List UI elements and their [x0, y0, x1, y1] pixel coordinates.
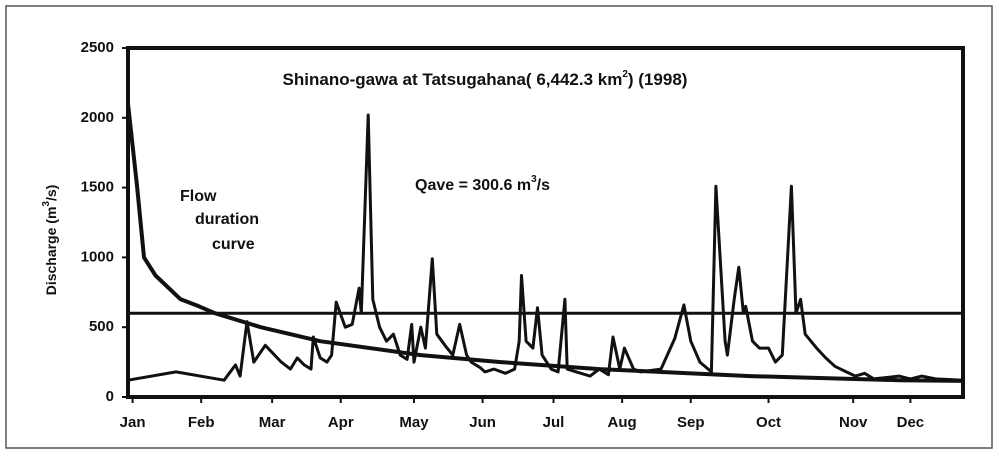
x-tick-label: Apr	[328, 414, 354, 431]
duration-annotation: Flow	[180, 188, 217, 205]
x-tick-label: Dec	[897, 414, 925, 431]
x-tick-label: Jun	[469, 414, 496, 431]
duration-annotation: duration	[195, 211, 259, 228]
y-axis-label: Discharge (m3/s)	[41, 185, 59, 296]
outer-border	[5, 5, 993, 449]
plot-frame	[126, 46, 965, 399]
qave-annotation: Qave = 300.6 m3/s	[415, 174, 550, 195]
duration-annotation: curve	[212, 236, 255, 253]
x-tick-label: May	[399, 414, 429, 431]
y-tick-label: 2000	[81, 109, 114, 126]
qave-sup: 3	[531, 174, 537, 185]
ylabel-text: Discharge (m	[43, 207, 59, 296]
y-tick-label: 500	[89, 318, 114, 335]
x-tick-label: Feb	[188, 414, 215, 431]
series-line	[127, 113, 964, 382]
title-text: ) (1998)	[628, 70, 688, 89]
x-tick-label: Nov	[839, 414, 868, 431]
qave-text: /s	[537, 177, 550, 194]
x-tick-label: Mar	[259, 414, 286, 431]
y-tick-label: 1000	[81, 248, 114, 265]
ylabel-sup: 3	[41, 201, 52, 207]
qave-text: Qave = 300.6 m	[415, 177, 531, 194]
x-tick-label: Jan	[120, 414, 146, 431]
y-tick-label: 0	[106, 388, 114, 405]
y-tick-label: 1500	[81, 179, 114, 196]
x-tick-label: Oct	[756, 414, 781, 431]
x-tick-label: Aug	[608, 414, 637, 431]
title-text: Shinano-gawa at Tatsugahana( 6,442.3 km	[283, 70, 623, 89]
chart-title: Shinano-gawa at Tatsugahana( 6,442.3 km2…	[283, 69, 688, 90]
y-tick-label: 2500	[81, 39, 114, 56]
x-tick-label: Sep	[677, 414, 705, 431]
title-sup: 2	[622, 69, 628, 80]
ylabel-text: /s)	[43, 185, 59, 201]
series-line	[126, 103, 964, 383]
x-tick-label: Jul	[543, 414, 565, 431]
